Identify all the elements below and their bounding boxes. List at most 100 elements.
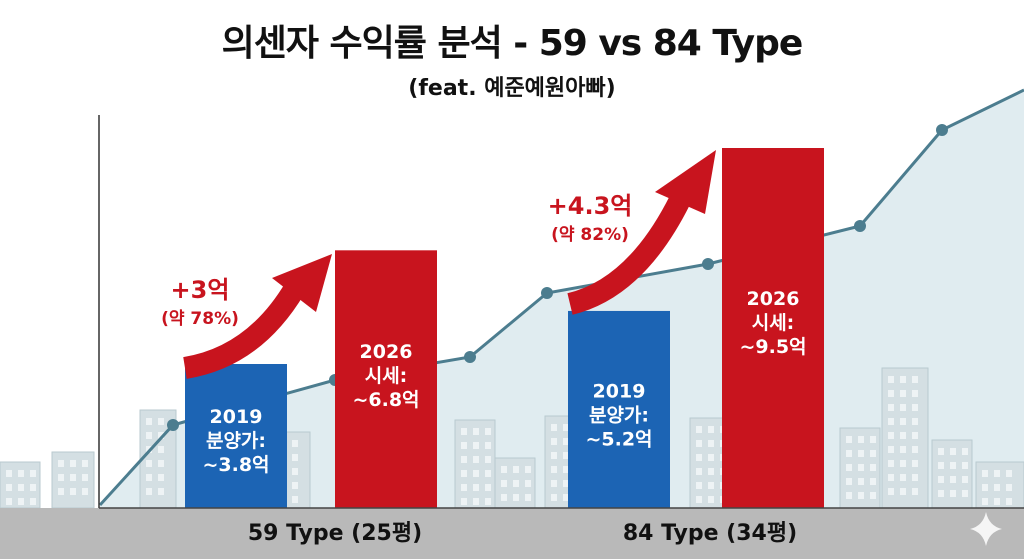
building-window [696, 454, 702, 461]
building-window [846, 436, 852, 443]
building-window [473, 428, 479, 435]
building-window [485, 470, 491, 477]
trend-point [854, 220, 866, 232]
building-window [994, 498, 1000, 505]
building-window [708, 440, 714, 447]
building-window [158, 446, 164, 453]
building-window [563, 424, 569, 431]
gain-amount: +3억 [171, 276, 230, 304]
bar-59-2019 [185, 364, 287, 508]
building-window [696, 440, 702, 447]
building-window [888, 432, 894, 439]
building-window [525, 480, 531, 487]
chart-subtitle: (feat. 예준예원아빠) [408, 76, 616, 101]
building-window [696, 468, 702, 475]
building-window [82, 460, 88, 467]
building-window [938, 490, 944, 497]
building-window [18, 484, 24, 491]
building-window [158, 432, 164, 439]
gain-arrow-84-shaft [567, 195, 690, 315]
trend-point [702, 258, 714, 270]
background-illustration [0, 88, 1024, 509]
building-window [473, 484, 479, 491]
building-window [551, 424, 557, 431]
building-window [846, 478, 852, 485]
bar-label: ~6.8억 [352, 389, 419, 411]
building-window [900, 390, 906, 397]
building-window [870, 450, 876, 457]
building-window [146, 488, 152, 495]
building-window [513, 466, 519, 473]
building-window [888, 446, 894, 453]
building-window [846, 450, 852, 457]
building-window [982, 498, 988, 505]
building-window [900, 488, 906, 495]
building-window [858, 436, 864, 443]
building-window [994, 484, 1000, 491]
bar-84-2019 [568, 310, 670, 508]
bar-label: 2019 [593, 380, 646, 402]
building-window [158, 418, 164, 425]
building-window [962, 490, 968, 497]
building-window [6, 498, 12, 505]
building-window [551, 452, 557, 459]
building-window [501, 466, 507, 473]
building-window [900, 432, 906, 439]
building-window [551, 480, 557, 487]
building-window [858, 450, 864, 457]
building-window [30, 498, 36, 505]
gain-arrows [183, 150, 716, 379]
building-window [461, 498, 467, 505]
building-window [292, 482, 298, 489]
building-window [888, 488, 894, 495]
building-window [938, 476, 944, 483]
building-window [473, 498, 479, 505]
building-window [501, 480, 507, 487]
gain-arrow-59-shaft [183, 282, 305, 379]
trend-point [936, 124, 948, 136]
gain-percent: (약 78%) [161, 308, 239, 329]
building-window [6, 470, 12, 477]
building-window [82, 474, 88, 481]
building-window [994, 470, 1000, 477]
building-window [900, 404, 906, 411]
building-window [870, 478, 876, 485]
building-window [58, 488, 64, 495]
building-window [900, 446, 906, 453]
building-window [461, 484, 467, 491]
building-window [525, 466, 531, 473]
building-window [912, 446, 918, 453]
x-axis: 59 Type (25평) 84 Type (34평) [0, 507, 1024, 559]
building-window [563, 438, 569, 445]
building-window [950, 448, 956, 455]
bar-group [185, 148, 824, 508]
bar-label: 2026 [360, 341, 413, 363]
building-window [900, 460, 906, 467]
building-window [485, 498, 491, 505]
building-window [938, 462, 944, 469]
building-window [551, 466, 557, 473]
gain-amount: +4.3억 [548, 192, 633, 220]
building-window [70, 488, 76, 495]
sparkle-icon [970, 512, 1002, 546]
building-window [292, 496, 298, 503]
building-window [513, 480, 519, 487]
building-window [6, 484, 12, 491]
building-window [58, 474, 64, 481]
building-window [485, 456, 491, 463]
building-window [30, 470, 36, 477]
building-window [962, 476, 968, 483]
building-window [846, 492, 852, 499]
bar-label: ~3.8억 [202, 454, 269, 476]
building-window [146, 432, 152, 439]
building-window [708, 426, 714, 433]
building-window [146, 460, 152, 467]
building-window [485, 442, 491, 449]
building-window [888, 418, 894, 425]
building-window [292, 468, 298, 475]
building-window [912, 474, 918, 481]
bar-label: 분양가: [589, 404, 649, 426]
building-window [696, 426, 702, 433]
